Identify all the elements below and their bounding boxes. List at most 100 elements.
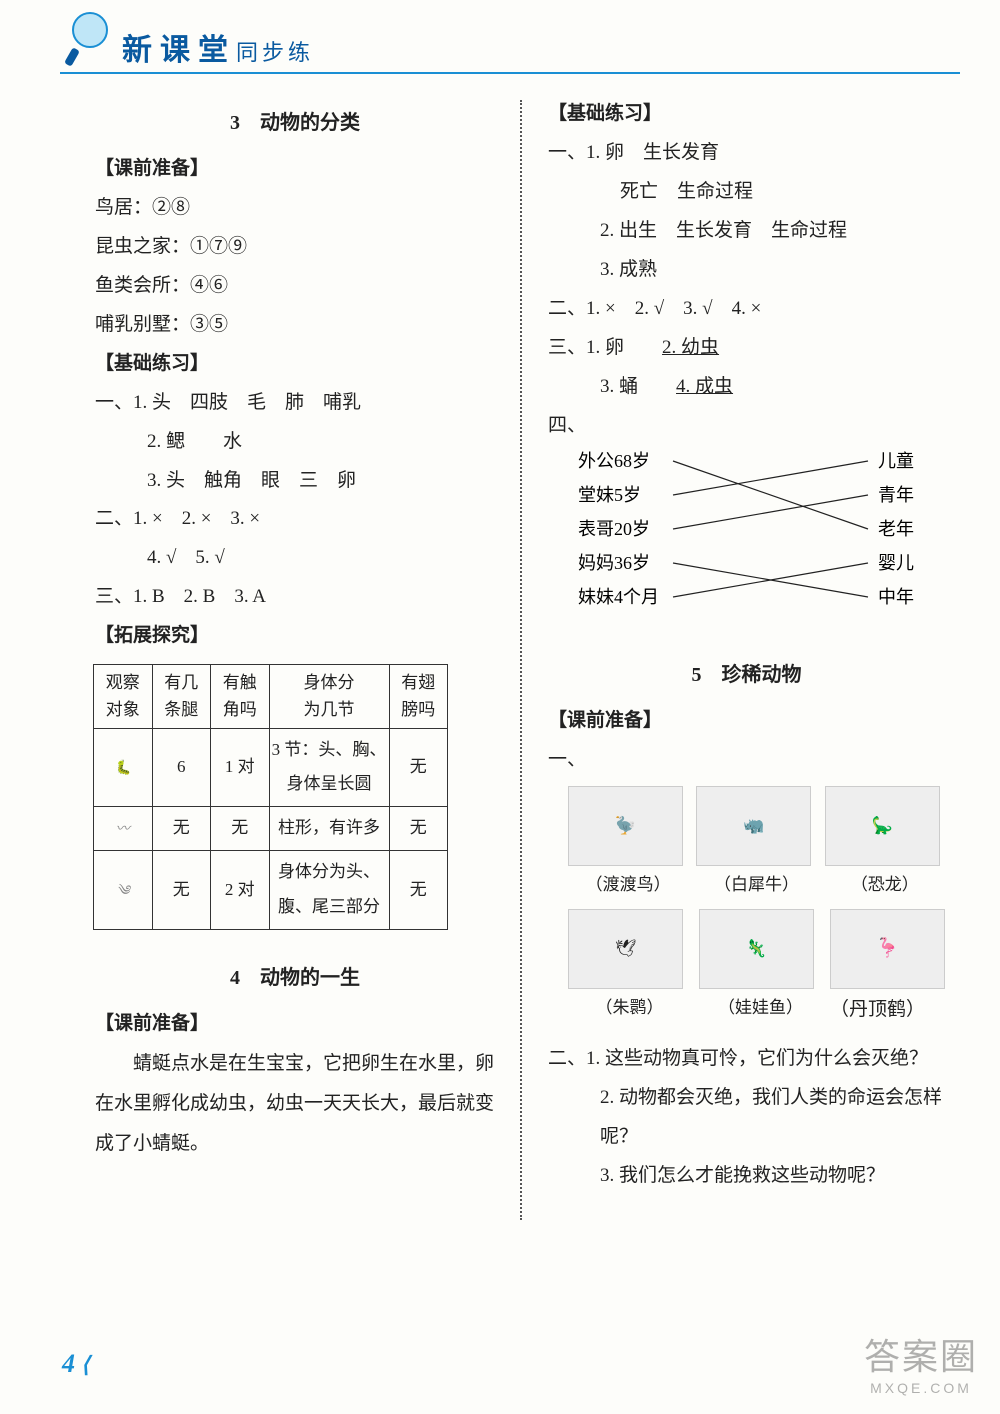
cell: 无 [389,728,448,807]
question-line: 2. 动物都会灭绝，我们人类的命运会怎样呢？ [548,1079,945,1157]
svg-text:堂妹5岁: 堂妹5岁 [578,485,641,505]
dinosaur-icon: 🦕 [825,786,940,866]
cell-obj: 🐛 [94,728,153,807]
svg-text:青年: 青年 [878,485,914,505]
left-column: 3 动物的分类 【课前准备】 鸟居：②⑧ 昆虫之家：①⑦⑨ 鱼类会所：④⑥ 哺乳… [95,95,520,1196]
animal-item: 🦎 （娃娃鱼） [699,909,822,1030]
animal-item: 🦏 （白犀牛） [696,786,816,903]
text-line: 鱼类会所：④⑥ [95,267,495,306]
text-line: 一、1. 卵 生长发育 [548,134,945,173]
text-line: 一、1. 头 四肢 毛 肺 哺乳 [95,384,495,423]
title-sub: 同步练 [236,40,314,65]
svg-text:婴儿: 婴儿 [878,553,914,573]
animal-label: （朱鹮） [596,998,664,1017]
page-num-value: 4 [62,1349,75,1378]
content-area: 3 动物的分类 【课前准备】 鸟居：②⑧ 昆虫之家：①⑦⑨ 鱼类会所：④⑥ 哺乳… [0,75,1000,1196]
dodo-icon: 🦤 [568,786,683,866]
th-legs: 有几条腿 [152,665,211,728]
svg-text:表哥20岁: 表哥20岁 [578,519,650,539]
section-3-title: 3 动物的分类 [95,103,495,144]
animal-item: 🦤（渡渡鸟） [568,786,688,903]
title-main: 新课堂 [122,34,236,67]
watermark: 答案圈 MXQE.COM [864,1328,978,1396]
pre-class-5-header: 【课前准备】 [548,702,945,741]
cell: 2 对 [211,851,270,930]
animals-row-2: 🕊 （朱鹮） 🦎 （娃娃鱼） 🦩 （丹顶鹤） [568,909,945,1030]
svg-text:妈妈36岁: 妈妈36岁 [578,553,650,573]
animal-label: （白犀牛） [714,875,799,894]
cell: 3 节：头、胸、身体呈长圆 [269,728,389,807]
text-line: 3. 蛹 4. 成虫 [548,368,945,407]
text-line: 2. 鳃 水 [95,423,495,462]
extension-header: 【拓展探究】 [95,617,495,656]
text-line: 三、1. B 2. B 3. A [95,578,495,617]
table-header-row: 观察对象 有几条腿 有触角吗 身体分为几节 有翅膀吗 [94,665,448,728]
svg-text:老年: 老年 [878,519,914,539]
san-part: 2. 幼虫 [662,337,719,358]
cell: 1 对 [211,728,270,807]
watermark-url: MXQE.COM [864,1380,978,1396]
cell: 无 [211,807,270,851]
th-antenna: 有触角吗 [211,665,270,728]
th-body: 身体分为几节 [269,665,389,728]
text-line: 2. 出生 生长发育 生命过程 [548,212,945,251]
text-line: 三、1. 卵 2. 幼虫 [548,329,945,368]
svg-text:妹妹4个月: 妹妹4个月 [578,587,659,607]
text-line: 哺乳别墅：③⑤ [95,306,495,345]
question-line: 3. 我们怎么才能挽救这些动物呢？ [548,1157,945,1196]
text-line: 死亡 生命过程 [548,173,945,212]
cell: 无 [152,851,211,930]
text-line: 鸟居：②⑧ [95,189,495,228]
table-row: 〰 无 无 柱形，有许多 无 [94,807,448,851]
cell: 6 [152,728,211,807]
table-row: ༄ 无 2 对 身体分为头、腹、尾三部分 无 [94,851,448,930]
animal-label: （恐龙） [851,875,919,894]
animal-label: （娃娃鱼） [718,998,803,1017]
animal-item: 🦕 （恐龙） [825,786,945,903]
basic-practice-header-r: 【基础练习】 [548,95,945,134]
table-row: 🐛 6 1 对 3 节：头、胸、身体呈长圆 无 [94,728,448,807]
san-part: 4. 成虫 [676,376,733,397]
salamander-icon: 🦎 [699,909,814,989]
question-line: 二、1. 这些动物真可怜，它们为什么会灭绝？ [548,1040,945,1079]
text-line: 3. 成熟 [548,251,945,290]
watermark-text: 答案圈 [864,1328,978,1380]
rhino-icon: 🦏 [696,786,811,866]
column-divider [520,100,522,1220]
section-4-title: 4 动物的一生 [95,958,495,999]
magnifier-icon [62,10,110,68]
text-line: 昆虫之家：①⑦⑨ [95,228,495,267]
text-line: 二、1. × 2. √ 3. √ 4. × [548,290,945,329]
th-wings: 有翅膀吗 [389,665,448,728]
text-line: 二、1. × 2. × 3. × [95,500,495,539]
animal-label: （丹顶鹤） [830,999,925,1020]
cell: 无 [152,807,211,851]
header-title: 新课堂同步练 [122,25,314,69]
right-column: 【基础练习】 一、1. 卵 生长发育 死亡 生命过程 2. 出生 生长发育 生命… [520,95,945,1196]
cell: 柱形，有许多 [269,807,389,851]
th-object: 观察对象 [94,665,153,728]
cell-obj: ༄ [94,851,153,930]
animal-item: 🕊 （朱鹮） [568,909,691,1030]
text-line: 一、 [548,741,945,780]
san-part: 3. 蛹 [600,376,638,397]
cell-obj: 〰 [94,807,153,851]
text-line: 四、 [548,407,945,446]
cell: 身体分为头、腹、尾三部分 [269,851,389,930]
san-part: 三、1. 卵 [548,337,624,358]
svg-text:中年: 中年 [878,587,914,607]
page-number: 4⟨ [62,1349,90,1379]
animal-item: 🦩 （丹顶鹤） [830,909,945,1030]
animals-row-1: 🦤（渡渡鸟） 🦏 （白犀牛） 🦕 （恐龙） [568,786,945,903]
page-header: 新课堂同步练 [0,0,1000,75]
cell: 无 [389,851,448,930]
ibis-icon: 🕊 [568,909,683,989]
page-arrow-icon: ⟨ [81,1352,90,1377]
header-rule [60,72,960,74]
observation-table: 观察对象 有几条腿 有触角吗 身体分为几节 有翅膀吗 🐛 6 1 对 3 节：头… [93,664,448,930]
crane-icon: 🦩 [830,909,945,989]
text-line: 4. √ 5. √ [95,539,495,578]
paragraph-4: 蜻蜓点水是在生宝宝，它把卵生在水里，卵在水里孵化成幼虫，幼虫一天天长大，最后就变… [95,1044,495,1164]
text-line: 3. 头 触角 眼 三 卵 [95,462,495,501]
matching-diagram: 外公68岁堂妹5岁表哥20岁妈妈36岁妹妹4个月儿童青年老年婴儿中年 [578,449,938,624]
